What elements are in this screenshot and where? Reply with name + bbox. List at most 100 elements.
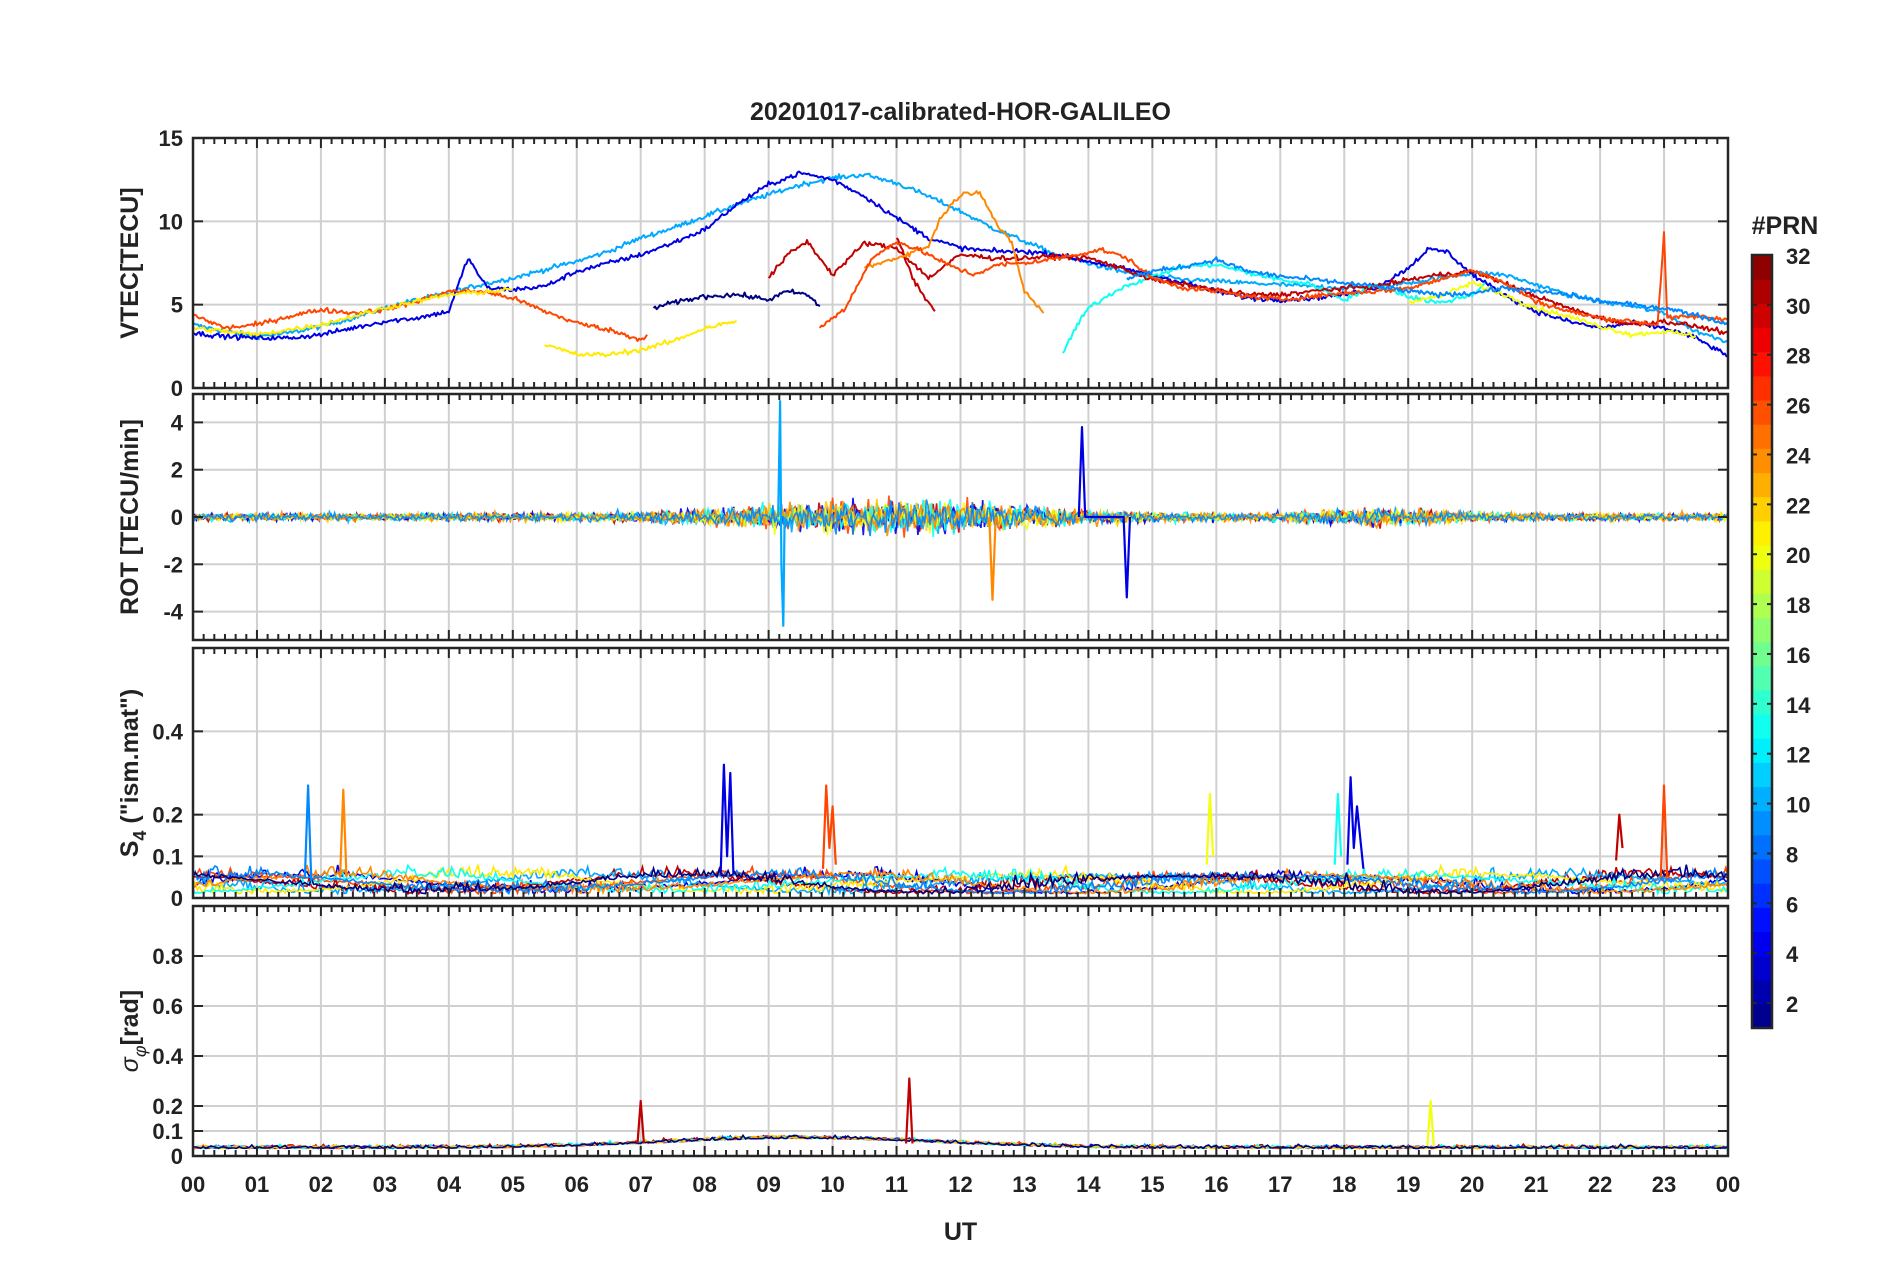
y-tick-label: -4 — [163, 600, 183, 625]
series-prn-21 — [193, 286, 513, 337]
colorbar-tick-label: 12 — [1786, 743, 1810, 768]
series-prn-1 — [652, 288, 821, 311]
colorbar-segment — [1752, 762, 1772, 788]
colorbar-tick-label: 30 — [1786, 294, 1810, 319]
labels: 20201017-calibrated-HOR-GALILEOUT051015V… — [116, 98, 1818, 1246]
y-axis-label: VTEC[TECU] — [116, 187, 144, 338]
trace-prn-9 — [193, 499, 1728, 537]
colorbar-segment — [1752, 883, 1772, 908]
colorbar-segment — [1752, 544, 1772, 570]
panel-rot — [191, 392, 1730, 642]
x-tick-label: 20 — [1460, 1172, 1484, 1197]
colorbar-tick-label: 24 — [1786, 443, 1811, 468]
colorbar-segment — [1752, 255, 1772, 280]
series-prn-24 — [339, 788, 348, 878]
colorbar-segment — [1752, 520, 1772, 546]
colorbar-tick-label: 18 — [1786, 593, 1810, 618]
colorbar-segment — [1752, 424, 1772, 449]
y-axis-label: σφ[rad] — [116, 990, 150, 1072]
y-tick-label: 0.8 — [152, 944, 183, 969]
colorbar-tick-label: 14 — [1786, 693, 1811, 718]
series-prn-26 — [821, 784, 837, 869]
panel-frame — [191, 646, 1730, 900]
colorbar — [1750, 253, 1774, 1030]
x-tick-label: 19 — [1396, 1172, 1420, 1197]
series-prn-13 — [1333, 792, 1343, 865]
colorbar-segment — [1752, 303, 1772, 329]
series-prn-30 — [1615, 813, 1624, 861]
y-tick-label: 10 — [159, 209, 183, 234]
colorbar-tick-label: 28 — [1786, 344, 1810, 369]
y-tick-label: 0.1 — [152, 844, 183, 869]
colorbar-tick-label: 4 — [1786, 942, 1799, 967]
colorbar-segment — [1752, 738, 1772, 763]
x-axis-label: UT — [944, 1218, 977, 1246]
y-tick-label: 0.1 — [152, 1119, 183, 1144]
colorbar-segment — [1752, 810, 1772, 836]
panel-traces — [193, 400, 1728, 627]
trace-prn-24 — [193, 864, 1728, 896]
series-prn-9 — [303, 784, 313, 882]
colorbar-tick-label: 16 — [1786, 643, 1810, 668]
y-tick-label: 0 — [171, 505, 183, 530]
series-prn-10 — [777, 400, 786, 627]
series-prn-4 — [1346, 776, 1365, 869]
series-prn-9 — [1126, 256, 1728, 326]
colorbar-segment — [1752, 375, 1772, 401]
series-prn-20 — [1205, 792, 1215, 865]
y-tick-label: 5 — [171, 293, 183, 318]
colorbar-segment — [1752, 351, 1772, 377]
y-tick-label: 0.4 — [152, 1044, 183, 1069]
y-tick-label: 0.6 — [152, 994, 183, 1019]
x-tick-label: 12 — [948, 1172, 972, 1197]
chart-title: 20201017-calibrated-HOR-GALILEO — [750, 98, 1171, 126]
colorbar-segment — [1752, 907, 1772, 932]
y-tick-label: 0 — [171, 376, 183, 401]
x-tick-label: 03 — [373, 1172, 397, 1197]
colorbar-segment — [1752, 955, 1772, 981]
colorbar-tick-label: 10 — [1786, 793, 1810, 818]
panel-traces — [193, 170, 1728, 358]
x-tick-label: 07 — [628, 1172, 652, 1197]
series-prn-24 — [988, 516, 997, 601]
colorbar-segment — [1752, 665, 1772, 691]
colorbar-segment — [1752, 472, 1772, 498]
colorbar-segment — [1752, 496, 1772, 522]
x-tick-label: 04 — [437, 1172, 462, 1197]
colorbar-segment — [1752, 593, 1772, 618]
y-tick-label: -2 — [163, 552, 183, 577]
panel-frame — [191, 392, 1730, 642]
series-prn-26 — [818, 231, 1728, 329]
y-tick-label: 4 — [171, 410, 184, 435]
trace-prn-10 — [193, 863, 1728, 897]
colorbar-segment — [1752, 713, 1772, 739]
series-prn-30 — [895, 237, 936, 312]
colorbar-segment — [1752, 279, 1772, 304]
series-prn-20 — [1407, 280, 1697, 339]
x-tick-label: 00 — [1716, 1172, 1740, 1197]
x-tick-label: 23 — [1652, 1172, 1676, 1197]
x-tick-label: 01 — [245, 1172, 269, 1197]
colorbar-tick-label: 22 — [1786, 493, 1810, 518]
series-prn-24 — [863, 190, 1045, 314]
series-prn-30 — [767, 239, 1728, 336]
series-prn-26 — [1659, 784, 1669, 878]
colorbar-segment — [1752, 979, 1772, 1005]
x-tick-label: 10 — [820, 1172, 844, 1197]
x-tick-label: 17 — [1268, 1172, 1292, 1197]
colorbar-tick-label: 8 — [1786, 842, 1798, 867]
x-tick-label: 00 — [181, 1172, 205, 1197]
series-prn-30 — [905, 1077, 914, 1144]
colorbar-segment — [1752, 834, 1772, 860]
y-tick-label: 0.4 — [152, 719, 183, 744]
x-tick-label: 13 — [1012, 1172, 1036, 1197]
x-tick-label: 08 — [692, 1172, 716, 1197]
y-tick-label: 0.2 — [152, 1094, 183, 1119]
x-tick-label: 14 — [1076, 1172, 1101, 1197]
panel-frame — [191, 904, 1730, 1158]
series-prn-30 — [636, 1099, 645, 1144]
series-prn-4 — [719, 763, 735, 874]
colorbar-tick-label: 20 — [1786, 543, 1810, 568]
colorbar-tick-label: 32 — [1786, 244, 1810, 269]
